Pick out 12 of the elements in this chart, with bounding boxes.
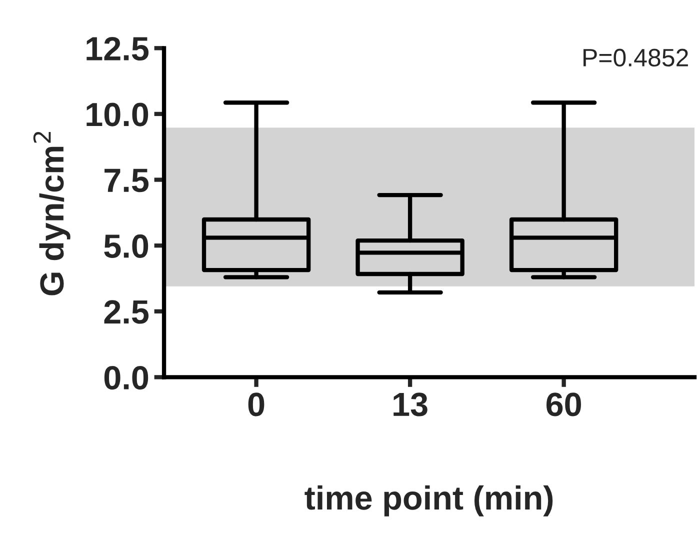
y-tick-label: 5.0 xyxy=(104,234,148,258)
y-tick-label: 10.0 xyxy=(86,102,148,126)
x-tick-label: 13 xyxy=(394,392,428,416)
y-tick-label: 7.5 xyxy=(104,168,149,192)
y-tick-label: 2.5 xyxy=(104,300,149,324)
x-tick-label: 60 xyxy=(546,392,581,416)
y-tick-label: 0.0 xyxy=(104,366,148,390)
y-tick-label: 12.5 xyxy=(86,36,149,61)
x-tick-label: 0 xyxy=(248,392,264,416)
annotation: P=0.4852 xyxy=(584,48,688,67)
x-axis-title: time point (min) xyxy=(304,485,553,516)
y-axis-title: G dyn/cm$^{2}$ xyxy=(33,132,70,296)
